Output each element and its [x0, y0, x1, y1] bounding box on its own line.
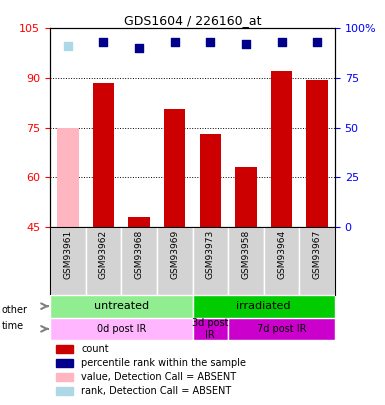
FancyBboxPatch shape [121, 227, 157, 295]
Bar [56, 387, 73, 395]
Text: 7d post IR: 7d post IR [257, 324, 306, 334]
FancyBboxPatch shape [50, 318, 192, 340]
FancyBboxPatch shape [192, 295, 335, 318]
Text: count: count [81, 344, 109, 354]
Point [136, 45, 142, 51]
Bar [56, 359, 73, 367]
Bar [164, 109, 186, 227]
Point [207, 39, 213, 45]
Text: rank, Detection Call = ABSENT: rank, Detection Call = ABSENT [81, 386, 232, 396]
Text: 3d post
IR: 3d post IR [192, 318, 229, 340]
Text: other: other [2, 305, 28, 315]
FancyBboxPatch shape [157, 227, 192, 295]
FancyBboxPatch shape [192, 227, 228, 295]
Text: irradiated: irradiated [236, 301, 291, 311]
FancyBboxPatch shape [85, 227, 121, 295]
Point [243, 41, 249, 47]
Point [314, 39, 320, 45]
Bar [93, 83, 114, 227]
Bar [56, 345, 73, 353]
FancyBboxPatch shape [228, 318, 335, 340]
Bar [235, 167, 257, 227]
Text: time: time [2, 321, 24, 331]
Point [172, 39, 178, 45]
Bar [56, 373, 73, 381]
Text: GSM93967: GSM93967 [313, 230, 321, 279]
Bar [128, 217, 150, 227]
Text: GSM93973: GSM93973 [206, 230, 215, 279]
FancyBboxPatch shape [264, 227, 300, 295]
Text: value, Detection Call = ABSENT: value, Detection Call = ABSENT [81, 372, 236, 382]
FancyBboxPatch shape [192, 318, 228, 340]
Text: 0d post IR: 0d post IR [97, 324, 146, 334]
FancyBboxPatch shape [300, 227, 335, 295]
Text: GSM93958: GSM93958 [241, 230, 250, 279]
Bar [306, 80, 328, 227]
FancyBboxPatch shape [50, 227, 85, 295]
Text: GSM93964: GSM93964 [277, 230, 286, 279]
Text: percentile rank within the sample: percentile rank within the sample [81, 358, 246, 368]
Bar [57, 128, 79, 227]
Text: GSM93962: GSM93962 [99, 230, 108, 279]
Text: GSM93961: GSM93961 [64, 230, 72, 279]
FancyBboxPatch shape [228, 227, 264, 295]
Point [100, 39, 107, 45]
Point [278, 39, 285, 45]
FancyBboxPatch shape [50, 295, 192, 318]
Bar [271, 71, 292, 227]
Text: untreated: untreated [94, 301, 149, 311]
Point [65, 43, 71, 49]
Title: GDS1604 / 226160_at: GDS1604 / 226160_at [124, 14, 261, 27]
Bar [199, 134, 221, 227]
Text: GSM93968: GSM93968 [135, 230, 144, 279]
Text: GSM93969: GSM93969 [170, 230, 179, 279]
